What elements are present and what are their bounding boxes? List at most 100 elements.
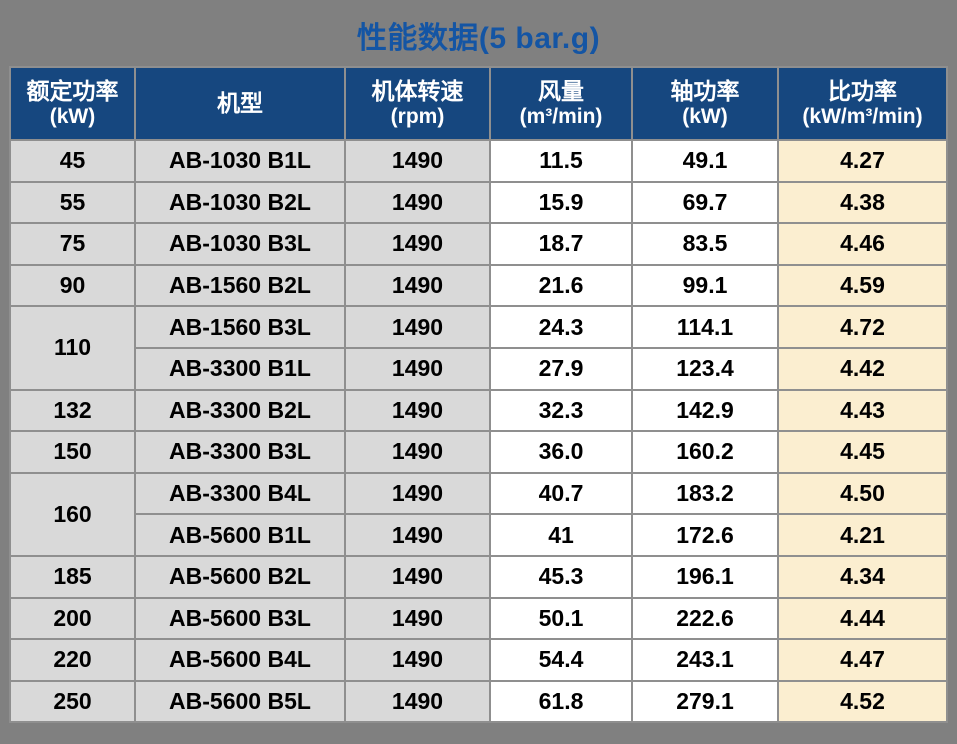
cell-rpm: 1490 xyxy=(344,346,491,391)
cell-shaft-power: 142.9 xyxy=(631,388,779,433)
cell-air-flow: 36.0 xyxy=(489,430,633,474)
cell-rpm: 1490 xyxy=(344,638,491,682)
cell-air-flow: 21.6 xyxy=(489,263,633,308)
cell-specific-power: 4.72 xyxy=(777,305,948,349)
table-row: 200 AB-5600 B3L 1490 50.1 222.6 4.44 xyxy=(9,596,948,641)
col-header-rpm: 机体转速 (rpm) xyxy=(344,66,491,141)
header-unit: (rpm) xyxy=(390,105,445,129)
cell-rated-power: 132 xyxy=(9,388,136,433)
cell-model: AB-1030 B3L xyxy=(134,222,346,266)
cell-rated-power: 45 xyxy=(9,139,136,183)
cell-shaft-power: 69.7 xyxy=(631,180,779,225)
header-unit: (kW) xyxy=(682,105,728,129)
cell-air-flow: 41 xyxy=(489,513,633,557)
table-row: 55 AB-1030 B2L 1490 15.9 69.7 4.38 xyxy=(9,180,948,225)
cell-shaft-power: 123.4 xyxy=(631,346,779,391)
cell-rpm: 1490 xyxy=(344,222,491,266)
page-title: 性能数据(5 bar.g) xyxy=(356,22,601,55)
cell-specific-power: 4.45 xyxy=(777,430,948,474)
cell-shaft-power: 243.1 xyxy=(631,638,779,682)
cell-shaft-power: 172.6 xyxy=(631,513,779,557)
header-row: 额定功率 (kW) 机型 机体转速 (rpm) 风量 (m³/min) 轴功率 … xyxy=(9,66,948,141)
header-unit: (m³/min) xyxy=(519,105,603,129)
table-row: 75 AB-1030 B3L 1490 18.7 83.5 4.46 xyxy=(9,222,948,266)
cell-rpm: 1490 xyxy=(344,471,491,516)
cell-rpm: 1490 xyxy=(344,513,491,557)
cell-air-flow: 27.9 xyxy=(489,346,633,391)
table-row: AB-3300 B1L 1490 27.9 123.4 4.42 xyxy=(10,346,948,391)
cell-rpm: 1490 xyxy=(344,596,491,641)
col-header-specific-power: 比功率 (kW/m³/min) xyxy=(777,66,948,141)
cell-shaft-power: 222.6 xyxy=(631,596,779,641)
cell-shaft-power: 99.1 xyxy=(631,263,779,308)
cell-shaft-power: 183.2 xyxy=(631,471,779,516)
cell-model: AB-3300 B3L xyxy=(134,430,346,474)
cell-rpm: 1490 xyxy=(344,263,491,308)
cell-specific-power: 4.34 xyxy=(777,554,948,599)
cell-shaft-power: 49.1 xyxy=(631,139,779,183)
header-label: 机体转速 xyxy=(371,77,464,104)
header-unit: (kW/m³/min) xyxy=(802,105,923,129)
cell-air-flow: 40.7 xyxy=(489,471,633,516)
cell-specific-power: 4.43 xyxy=(777,388,948,433)
cell-rpm: 1490 xyxy=(344,679,491,724)
cell-specific-power: 4.59 xyxy=(777,263,948,308)
cell-rated-power: 90 xyxy=(9,263,136,308)
col-header-shaft-power: 轴功率 (kW) xyxy=(631,66,779,141)
cell-model: AB-5600 B4L xyxy=(134,638,346,682)
cell-model: AB-5600 B1L xyxy=(134,513,346,557)
cell-rpm: 1490 xyxy=(344,388,491,433)
cell-rated-power-merged: 160 xyxy=(9,471,136,557)
cell-specific-power: 4.38 xyxy=(777,180,948,225)
cell-model: AB-5600 B3L xyxy=(134,596,346,641)
cell-rpm: 1490 xyxy=(344,139,491,183)
table-row: 150 AB-3300 B3L 1490 36.0 160.2 4.45 xyxy=(9,430,948,474)
cell-shaft-power: 196.1 xyxy=(631,554,779,599)
cell-specific-power: 4.46 xyxy=(777,222,948,266)
cell-air-flow: 24.3 xyxy=(489,305,633,349)
col-header-rated-power: 额定功率 (kW) xyxy=(9,66,136,141)
cell-rated-power: 220 xyxy=(9,638,136,682)
cell-shaft-power: 160.2 xyxy=(631,430,779,474)
cell-rpm: 1490 xyxy=(344,430,491,474)
cell-air-flow: 50.1 xyxy=(489,596,633,641)
cell-model: AB-3300 B1L xyxy=(134,346,346,391)
cell-specific-power: 4.27 xyxy=(777,139,948,183)
cell-air-flow: 54.4 xyxy=(489,638,633,682)
cell-specific-power: 4.50 xyxy=(777,471,948,516)
table-row: 110 AB-1560 B3L 1490 24.3 114.1 4.72 xyxy=(9,305,948,391)
cell-rpm: 1490 xyxy=(344,180,491,225)
cell-rated-power-merged: 110 xyxy=(9,305,136,391)
cell-shaft-power: 114.1 xyxy=(631,305,779,349)
table-row: 250 AB-5600 B5L 1490 61.8 279.1 4.52 xyxy=(9,679,948,724)
cell-air-flow: 61.8 xyxy=(489,679,633,724)
performance-data-table: 额定功率 (kW) 机型 机体转速 (rpm) 风量 (m³/min) 轴功率 … xyxy=(9,66,948,724)
cell-shaft-power: 279.1 xyxy=(631,679,779,724)
cell-specific-power: 4.44 xyxy=(777,596,948,641)
cell-rated-power: 185 xyxy=(9,554,136,599)
cell-model: AB-1560 B3L xyxy=(134,305,346,349)
cell-model: AB-1030 B1L xyxy=(134,139,346,183)
cell-model: AB-3300 B4L xyxy=(134,471,346,516)
cell-model: AB-5600 B2L xyxy=(134,554,346,599)
col-header-air-flow: 风量 (m³/min) xyxy=(489,66,633,141)
cell-rpm: 1490 xyxy=(344,305,491,349)
header-label: 机型 xyxy=(217,89,263,116)
table-row: 185 AB-5600 B2L 1490 45.3 196.1 4.34 xyxy=(9,554,948,599)
cell-specific-power: 4.42 xyxy=(777,346,948,391)
cell-air-flow: 32.3 xyxy=(489,388,633,433)
cell-rated-power: 200 xyxy=(9,596,136,641)
col-header-model: 机型 xyxy=(134,66,346,141)
cell-rated-power: 55 xyxy=(9,180,136,225)
cell-rated-power: 75 xyxy=(9,222,136,266)
cell-air-flow: 11.5 xyxy=(489,139,633,183)
cell-model: AB-1030 B2L xyxy=(134,180,346,225)
cell-model: AB-5600 B5L xyxy=(134,679,346,724)
header-label: 轴功率 xyxy=(670,77,740,104)
cell-air-flow: 45.3 xyxy=(489,554,633,599)
header-label: 额定功率 xyxy=(26,77,119,104)
header-label: 风量 xyxy=(538,77,584,104)
header-unit: (kW) xyxy=(49,105,96,129)
cell-rpm: 1490 xyxy=(344,554,491,599)
